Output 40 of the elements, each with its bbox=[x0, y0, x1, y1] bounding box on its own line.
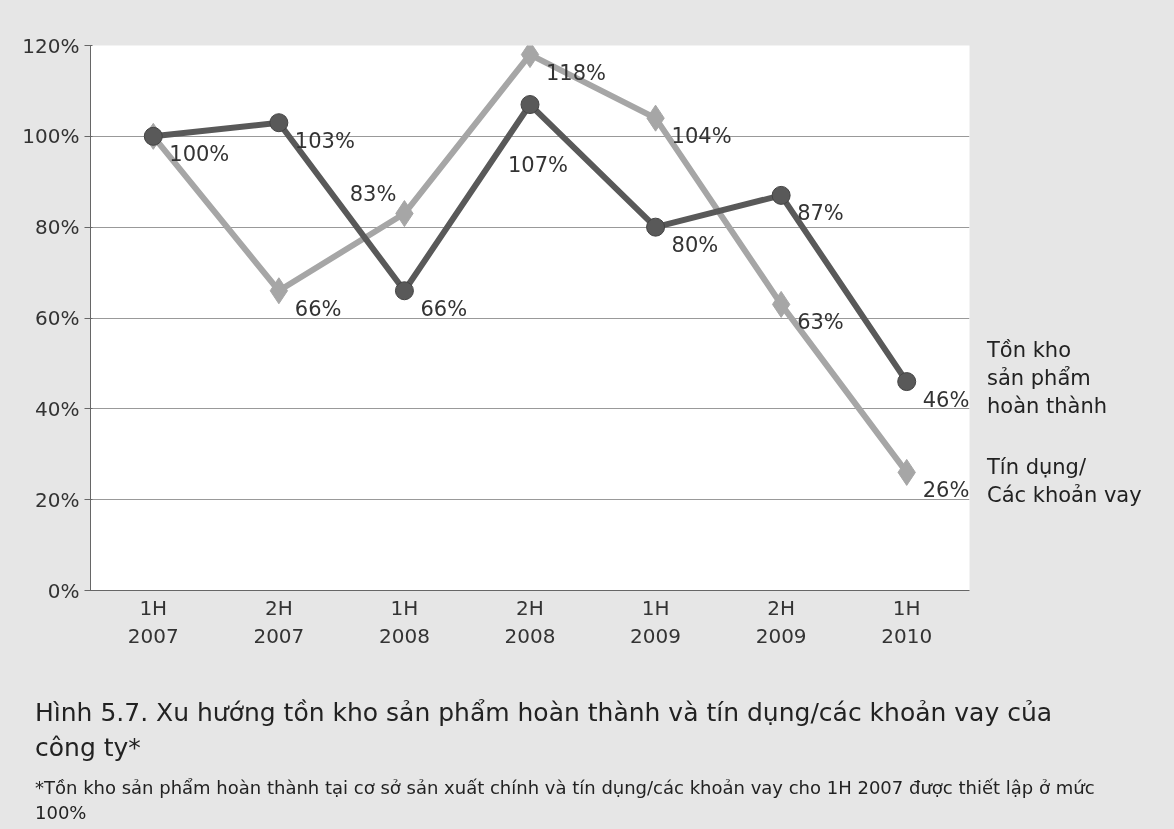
y-tick-label: 20% bbox=[35, 487, 80, 512]
point bbox=[897, 372, 917, 392]
point bbox=[646, 217, 666, 237]
data-label: 63% bbox=[797, 310, 844, 335]
x-tick-label: 1H 2010 bbox=[881, 595, 933, 649]
x-tick-label: 1H 2007 bbox=[127, 595, 179, 649]
x-tick-label: 2H 2007 bbox=[253, 595, 305, 649]
text: Hình 5.7. Xu hướng tồn kho sản phẩm hoàn thành và tín dụng/các khoản vay của công ty* bbox=[35, 697, 1054, 764]
data-label: 80% bbox=[671, 233, 719, 258]
data-label: 100% bbox=[169, 142, 230, 167]
data-label: 107% bbox=[507, 152, 569, 177]
point bbox=[269, 277, 289, 305]
data-label: 46% bbox=[922, 387, 970, 412]
y-tick-label: 0% bbox=[47, 578, 80, 603]
data-label: 104% bbox=[671, 124, 732, 149]
data-label: 26% bbox=[922, 478, 970, 503]
text: Tồn kho sản phẩm hoàn thành bbox=[987, 337, 1108, 420]
point bbox=[520, 95, 540, 115]
point bbox=[269, 113, 289, 133]
data-label: 118% bbox=[546, 60, 607, 85]
data-label: 103% bbox=[294, 128, 355, 153]
x-tick-label: 1H 2009 bbox=[630, 595, 682, 649]
data-label: 66% bbox=[420, 296, 468, 321]
data-label: 83% bbox=[349, 181, 397, 206]
text: *Tồn kho sản phẩm hoàn thành tại cơ sở sản xuất chính và tín dụng/các khoản vay cho 1H 2007 được thiết lập ở mức 100% bbox=[35, 776, 1096, 826]
y-tick-label: 100% bbox=[22, 124, 80, 149]
y-tick-label: 120% bbox=[22, 33, 80, 58]
y-tick-label: 40% bbox=[35, 396, 80, 421]
point bbox=[771, 290, 791, 318]
point bbox=[394, 281, 414, 301]
point bbox=[771, 185, 791, 205]
data-label: 66% bbox=[294, 296, 342, 321]
x-tick-label: 1H 2008 bbox=[378, 595, 430, 649]
y-tick-label: 80% bbox=[35, 215, 80, 240]
y-tick-label: 60% bbox=[35, 306, 80, 330]
x-tick-label: 2H 2008 bbox=[504, 595, 556, 649]
text: Tín dụng/ Các khoản vay bbox=[987, 454, 1142, 509]
x-tick-label: 2H 2009 bbox=[755, 595, 807, 649]
point bbox=[143, 126, 163, 146]
data-label: 87% bbox=[797, 201, 844, 226]
